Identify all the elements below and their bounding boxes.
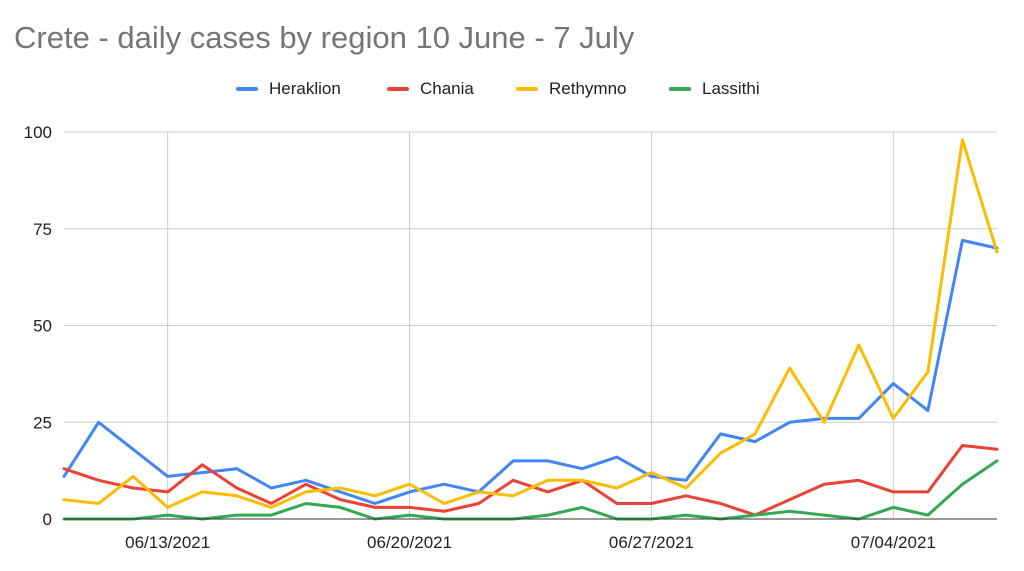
x-tick-label: 06/20/2021 — [367, 533, 452, 552]
y-tick-label: 75 — [33, 220, 52, 239]
x-tick-label: 07/04/2021 — [851, 533, 936, 552]
legend-label-chania: Chania — [420, 79, 474, 98]
legend-swatch-lassithi — [669, 87, 691, 91]
x-tick-label: 06/13/2021 — [125, 533, 210, 552]
legend-swatch-heraklion — [236, 87, 258, 91]
legend-item-rethymno[interactable]: Rethymno — [516, 76, 626, 102]
x-tick-label: 06/27/2021 — [609, 533, 694, 552]
series-line-rethymno[interactable] — [62, 138, 999, 509]
chart-legend: Heraklion Chania Rethymno Lassithi — [0, 76, 1024, 102]
chart-title: Crete - daily cases by region 10 June - … — [14, 20, 635, 55]
legend-swatch-chania — [387, 87, 409, 91]
legend-swatch-rethymno — [516, 87, 538, 91]
legend-label-lassithi: Lassithi — [702, 79, 760, 98]
legend-label-rethymno: Rethymno — [549, 79, 627, 98]
y-tick-label: 25 — [33, 413, 52, 432]
legend-item-chania[interactable]: Chania — [387, 76, 474, 102]
legend-item-heraklion[interactable]: Heraklion — [236, 76, 341, 102]
series-line-lassithi[interactable] — [62, 459, 999, 521]
series-line-chania[interactable] — [62, 444, 999, 517]
legend-item-lassithi[interactable]: Lassithi — [669, 76, 760, 102]
series-line-heraklion[interactable] — [62, 238, 999, 505]
legend-label-heraklion: Heraklion — [269, 79, 341, 98]
y-tick-label: 100 — [24, 123, 52, 142]
y-tick-label: 0 — [43, 510, 52, 529]
y-tick-label: 50 — [33, 317, 52, 336]
